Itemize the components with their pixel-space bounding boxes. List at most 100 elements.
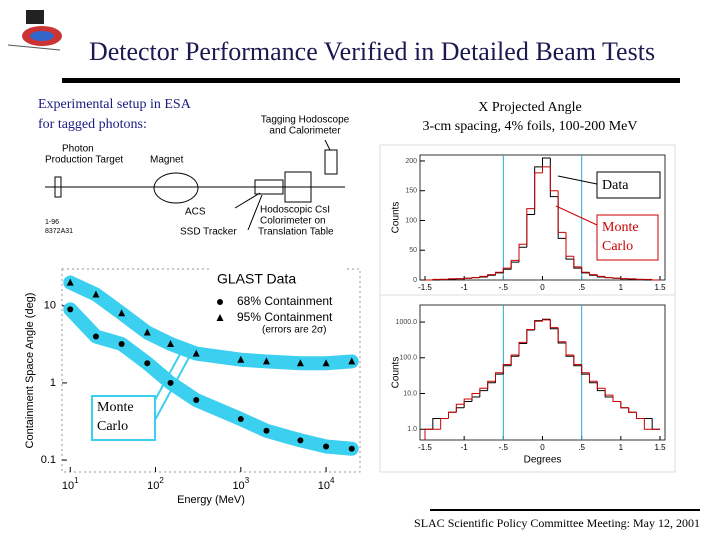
histogram-bin <box>510 259 519 269</box>
callout-box <box>596 214 659 261</box>
y-tick-label: 200 <box>405 158 417 165</box>
histogram-bin <box>612 395 621 402</box>
legend-bg <box>212 268 347 340</box>
x-tick-label: 1.5 <box>654 283 666 292</box>
y-tick-label: 100 <box>405 217 417 224</box>
x-tick-label: 103 <box>232 476 249 492</box>
setup-diagram: Tagging Hodoscope and Calorimeter Photon… <box>45 115 350 238</box>
panel-bg <box>379 294 676 473</box>
projection-subtitle: 3-cm spacing, 4% foils, 100-200 MeV <box>422 119 637 134</box>
x-tick-label: 101 <box>62 476 79 492</box>
histogram-bin <box>620 278 629 280</box>
x-tick-label: .5 <box>578 443 585 452</box>
data-point <box>297 437 304 444</box>
label: Hodoscopic CsI <box>260 205 330 216</box>
data-point <box>92 333 99 340</box>
histogram-bin <box>542 166 551 173</box>
x-tick-label: 1 <box>619 443 624 452</box>
histogram-bin <box>518 243 527 261</box>
callout-line <box>555 205 598 226</box>
callout-text: Monte <box>97 400 134 415</box>
data-point <box>323 443 330 450</box>
data-point <box>92 290 100 298</box>
data-point <box>167 339 175 347</box>
x-tick-label: -1 <box>461 443 469 452</box>
callout-line <box>557 175 598 185</box>
histogram-bin <box>565 232 574 257</box>
histogram-bin <box>620 401 629 409</box>
label: Production Target <box>45 155 123 166</box>
data-point <box>167 379 174 386</box>
x-tick-label: 102 <box>147 476 164 492</box>
callout-line <box>154 344 186 401</box>
histogram-bin <box>479 275 488 278</box>
callout-text: Data <box>602 178 629 193</box>
x-tick-label: 104 <box>318 476 335 492</box>
label: 1-96 <box>45 219 59 226</box>
data-point <box>237 355 245 363</box>
histogram-bin <box>651 279 660 281</box>
callout-text: Carlo <box>602 239 633 254</box>
data-point <box>216 314 224 321</box>
histogram-bin <box>565 341 574 356</box>
y-tick-label: 1000.0 <box>396 319 418 326</box>
histogram-bin <box>636 278 645 280</box>
histogram-bin <box>487 380 496 389</box>
legend-note: (errors are 2σ) <box>262 325 327 336</box>
plot-frame <box>61 268 361 473</box>
callout-text: Carlo <box>97 419 128 434</box>
histogram-bin <box>573 354 582 365</box>
histogram-bin <box>589 372 598 382</box>
histogram-bin <box>424 428 433 440</box>
y-tick-label: 10.0 <box>403 390 417 397</box>
legend-label: 95% Containment <box>237 310 333 324</box>
label: Magnet <box>150 155 184 166</box>
data-point <box>144 360 151 367</box>
x-tick-label: -.5 <box>499 443 509 452</box>
legend-title: GLAST Data <box>217 271 296 287</box>
label: Translation Table <box>258 227 334 238</box>
data-point <box>118 309 126 317</box>
x-tick-label: -1 <box>461 283 469 292</box>
histogram-bin <box>534 172 543 209</box>
histogram-bin <box>471 277 480 279</box>
footer: SLAC Scientific Policy Committee Meeting… <box>414 516 700 530</box>
histogram-bin <box>448 278 457 280</box>
y-axis-label: Containment Space Angle (deg) <box>24 293 36 449</box>
histogram-bin <box>581 364 590 374</box>
histogram-bin <box>604 276 613 279</box>
label: Colorimeter on <box>260 216 326 227</box>
label: SSD Tracker <box>180 227 237 238</box>
x-tick-label: .5 <box>578 283 585 292</box>
histogram-bin <box>636 412 645 419</box>
tick-base: 10 <box>147 480 159 492</box>
histogram-bin <box>612 277 621 279</box>
x-tick-label: 1 <box>619 283 624 292</box>
label: and Calorimeter <box>269 126 341 137</box>
title-rule <box>62 78 680 83</box>
histogram-bin <box>526 328 535 343</box>
histogram-bin <box>495 271 504 275</box>
histogram-bin <box>463 398 472 405</box>
data-point <box>193 397 200 404</box>
y-tick-label: 1.0 <box>407 426 417 433</box>
callout-box <box>596 171 661 199</box>
histogram-bin <box>432 417 441 430</box>
histogram-bin <box>581 266 590 273</box>
histogram-bin <box>542 157 551 167</box>
histogram-bin <box>471 393 480 400</box>
projection-plots: 050100150200-1.5-1-.50.511.5DegreesCount… <box>379 144 676 473</box>
data-point <box>262 357 270 365</box>
histogram-bin <box>440 417 449 430</box>
x-axis-label: Energy (MeV) <box>177 494 245 506</box>
data-point <box>67 306 74 313</box>
histogram-bin <box>549 319 559 329</box>
y-tick-label: 10 <box>44 300 56 312</box>
histogram-bin <box>534 320 543 330</box>
data-point <box>118 340 125 347</box>
tick-exp: 1 <box>74 476 79 485</box>
data-point <box>348 445 355 452</box>
histogram-bin <box>549 166 559 192</box>
histogram-bin <box>628 407 637 413</box>
